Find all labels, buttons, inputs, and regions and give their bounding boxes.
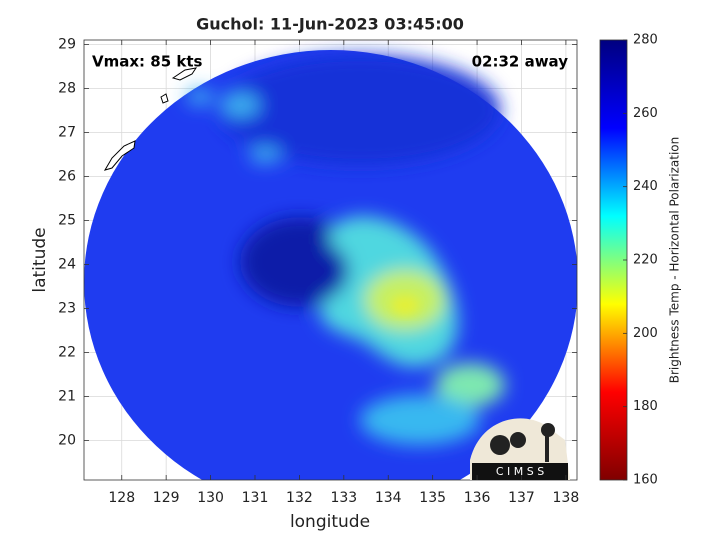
- y-axis-label: latitude: [30, 227, 50, 292]
- x-tick-label: 132: [286, 490, 313, 506]
- colorbar-tick-label: 220: [633, 253, 658, 268]
- y-tick-label: 22: [58, 344, 76, 360]
- x-tick-label: 137: [508, 490, 535, 506]
- y-tick-label: 28: [58, 80, 76, 96]
- x-tick-label: 135: [419, 490, 446, 506]
- colorbar: [599, 39, 628, 481]
- logo: C I M S S: [470, 418, 570, 480]
- colorbar-tick-label: 280: [633, 33, 658, 48]
- plot-frame: [83, 39, 578, 481]
- x-tick-label: 136: [464, 490, 491, 506]
- x-tick-label: 133: [330, 490, 357, 506]
- colorbar-tick-label: 160: [633, 473, 658, 488]
- y-tick-label: 21: [58, 388, 76, 404]
- x-tick-label: 131: [242, 490, 269, 506]
- x-tick-label: 134: [375, 490, 402, 506]
- logo-text: C I M S S: [496, 465, 544, 478]
- y-tick-label: 27: [58, 124, 76, 140]
- x-tick-label: 130: [197, 490, 224, 506]
- y-tick-label: 24: [58, 256, 76, 272]
- swath-features: [186, 55, 505, 445]
- colorbar-tick-label: 180: [633, 399, 658, 414]
- y-tick-label: 23: [58, 300, 76, 316]
- y-tick-label: 20: [58, 432, 76, 448]
- x-axis-label: longitude: [290, 512, 370, 532]
- swath: [84, 50, 577, 480]
- y-tick-label: 25: [58, 212, 76, 228]
- coastlines: [103, 67, 198, 171]
- y-tick-label: 29: [58, 36, 76, 52]
- colorbar-label: Brightness Temp - Horizontal Polarizatio…: [668, 137, 682, 384]
- colorbar-tick-label: 200: [633, 326, 658, 341]
- chart-title: Guchol: 11-Jun-2023 03:45:00: [196, 15, 464, 34]
- colorbar-tick-label: 260: [633, 106, 658, 121]
- annotation: Vmax: 85 kts: [92, 53, 202, 71]
- y-tick-label: 26: [58, 168, 76, 184]
- x-tick-label: 129: [153, 490, 180, 506]
- x-tick-label: 128: [108, 490, 135, 506]
- annotation: 02:32 away: [472, 53, 569, 71]
- x-tick-label: 138: [553, 490, 580, 506]
- colorbar-tick-label: 240: [633, 179, 658, 194]
